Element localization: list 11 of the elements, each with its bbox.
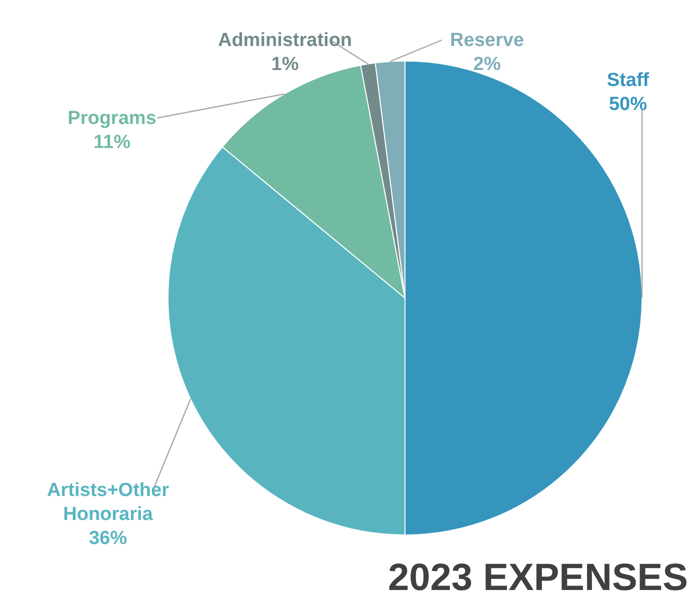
data-label: 50% xyxy=(608,94,648,115)
slice-label: Artists+Other Honoraria xyxy=(47,480,170,525)
text: 2023 EXPENSES xyxy=(388,557,688,599)
data-label: 11% xyxy=(94,132,131,153)
data-label: 1% xyxy=(271,54,299,75)
slice-label: Staff xyxy=(606,70,650,91)
data-label: 36% xyxy=(88,528,128,549)
slice-label: Reserve xyxy=(450,30,524,51)
slice-label: Administration xyxy=(218,30,352,51)
slice-label: Programs xyxy=(68,108,156,129)
data-label: 2% xyxy=(473,54,501,75)
